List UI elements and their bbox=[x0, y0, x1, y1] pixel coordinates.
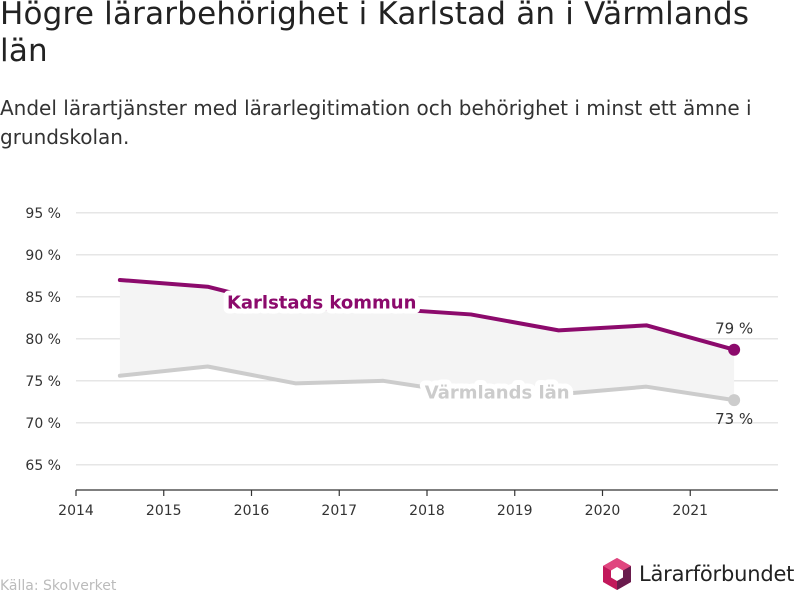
source-note: Källa: Skolverket bbox=[0, 578, 117, 594]
x-tick-label: 2015 bbox=[146, 503, 182, 519]
y-tick-label: 75 % bbox=[25, 374, 61, 390]
x-tick-label: 2014 bbox=[58, 503, 94, 519]
x-tick-label: 2017 bbox=[321, 503, 357, 519]
x-tick-label: 2021 bbox=[672, 503, 708, 519]
series-label-halo: Karlstads kommun bbox=[227, 293, 416, 314]
y-tick-label: 65 % bbox=[25, 458, 61, 474]
chart-title: Högre lärarbehörighet i Karlstad än i Vä… bbox=[0, 0, 750, 69]
brand-hexagon-icon bbox=[603, 558, 631, 590]
y-tick-label: 85 % bbox=[25, 290, 61, 306]
y-tick-label: 90 % bbox=[25, 248, 61, 264]
series-label: Karlstads kommun bbox=[227, 293, 416, 314]
series-end-label: 79 % bbox=[715, 320, 753, 338]
chart-subtitle: Andel lärartjänster med lärarlegitimatio… bbox=[0, 96, 752, 149]
x-tick-label: 2019 bbox=[497, 503, 533, 519]
y-tick-label: 70 % bbox=[25, 416, 61, 432]
y-tick-label: 95 % bbox=[25, 206, 61, 222]
y-tick-label: 80 % bbox=[25, 332, 61, 348]
series-label: Värmlands län bbox=[425, 383, 570, 404]
series-line-0 bbox=[117, 278, 737, 352]
brand-hexagon-center bbox=[611, 567, 623, 581]
x-tick-label: 2018 bbox=[409, 503, 445, 519]
brand-name: Lärarförbundet bbox=[639, 562, 795, 586]
x-tick-label: 2020 bbox=[585, 503, 621, 519]
series-label-halo: Värmlands län bbox=[425, 383, 570, 404]
gap-band bbox=[119, 280, 735, 401]
series-end-label: 73 % bbox=[715, 410, 753, 428]
series-line-1 bbox=[117, 364, 737, 403]
series-end-marker bbox=[728, 394, 741, 407]
x-tick-label: 2016 bbox=[234, 503, 270, 519]
brand-logo: Lärarförbundet bbox=[601, 556, 794, 592]
series-end-marker bbox=[728, 343, 741, 356]
